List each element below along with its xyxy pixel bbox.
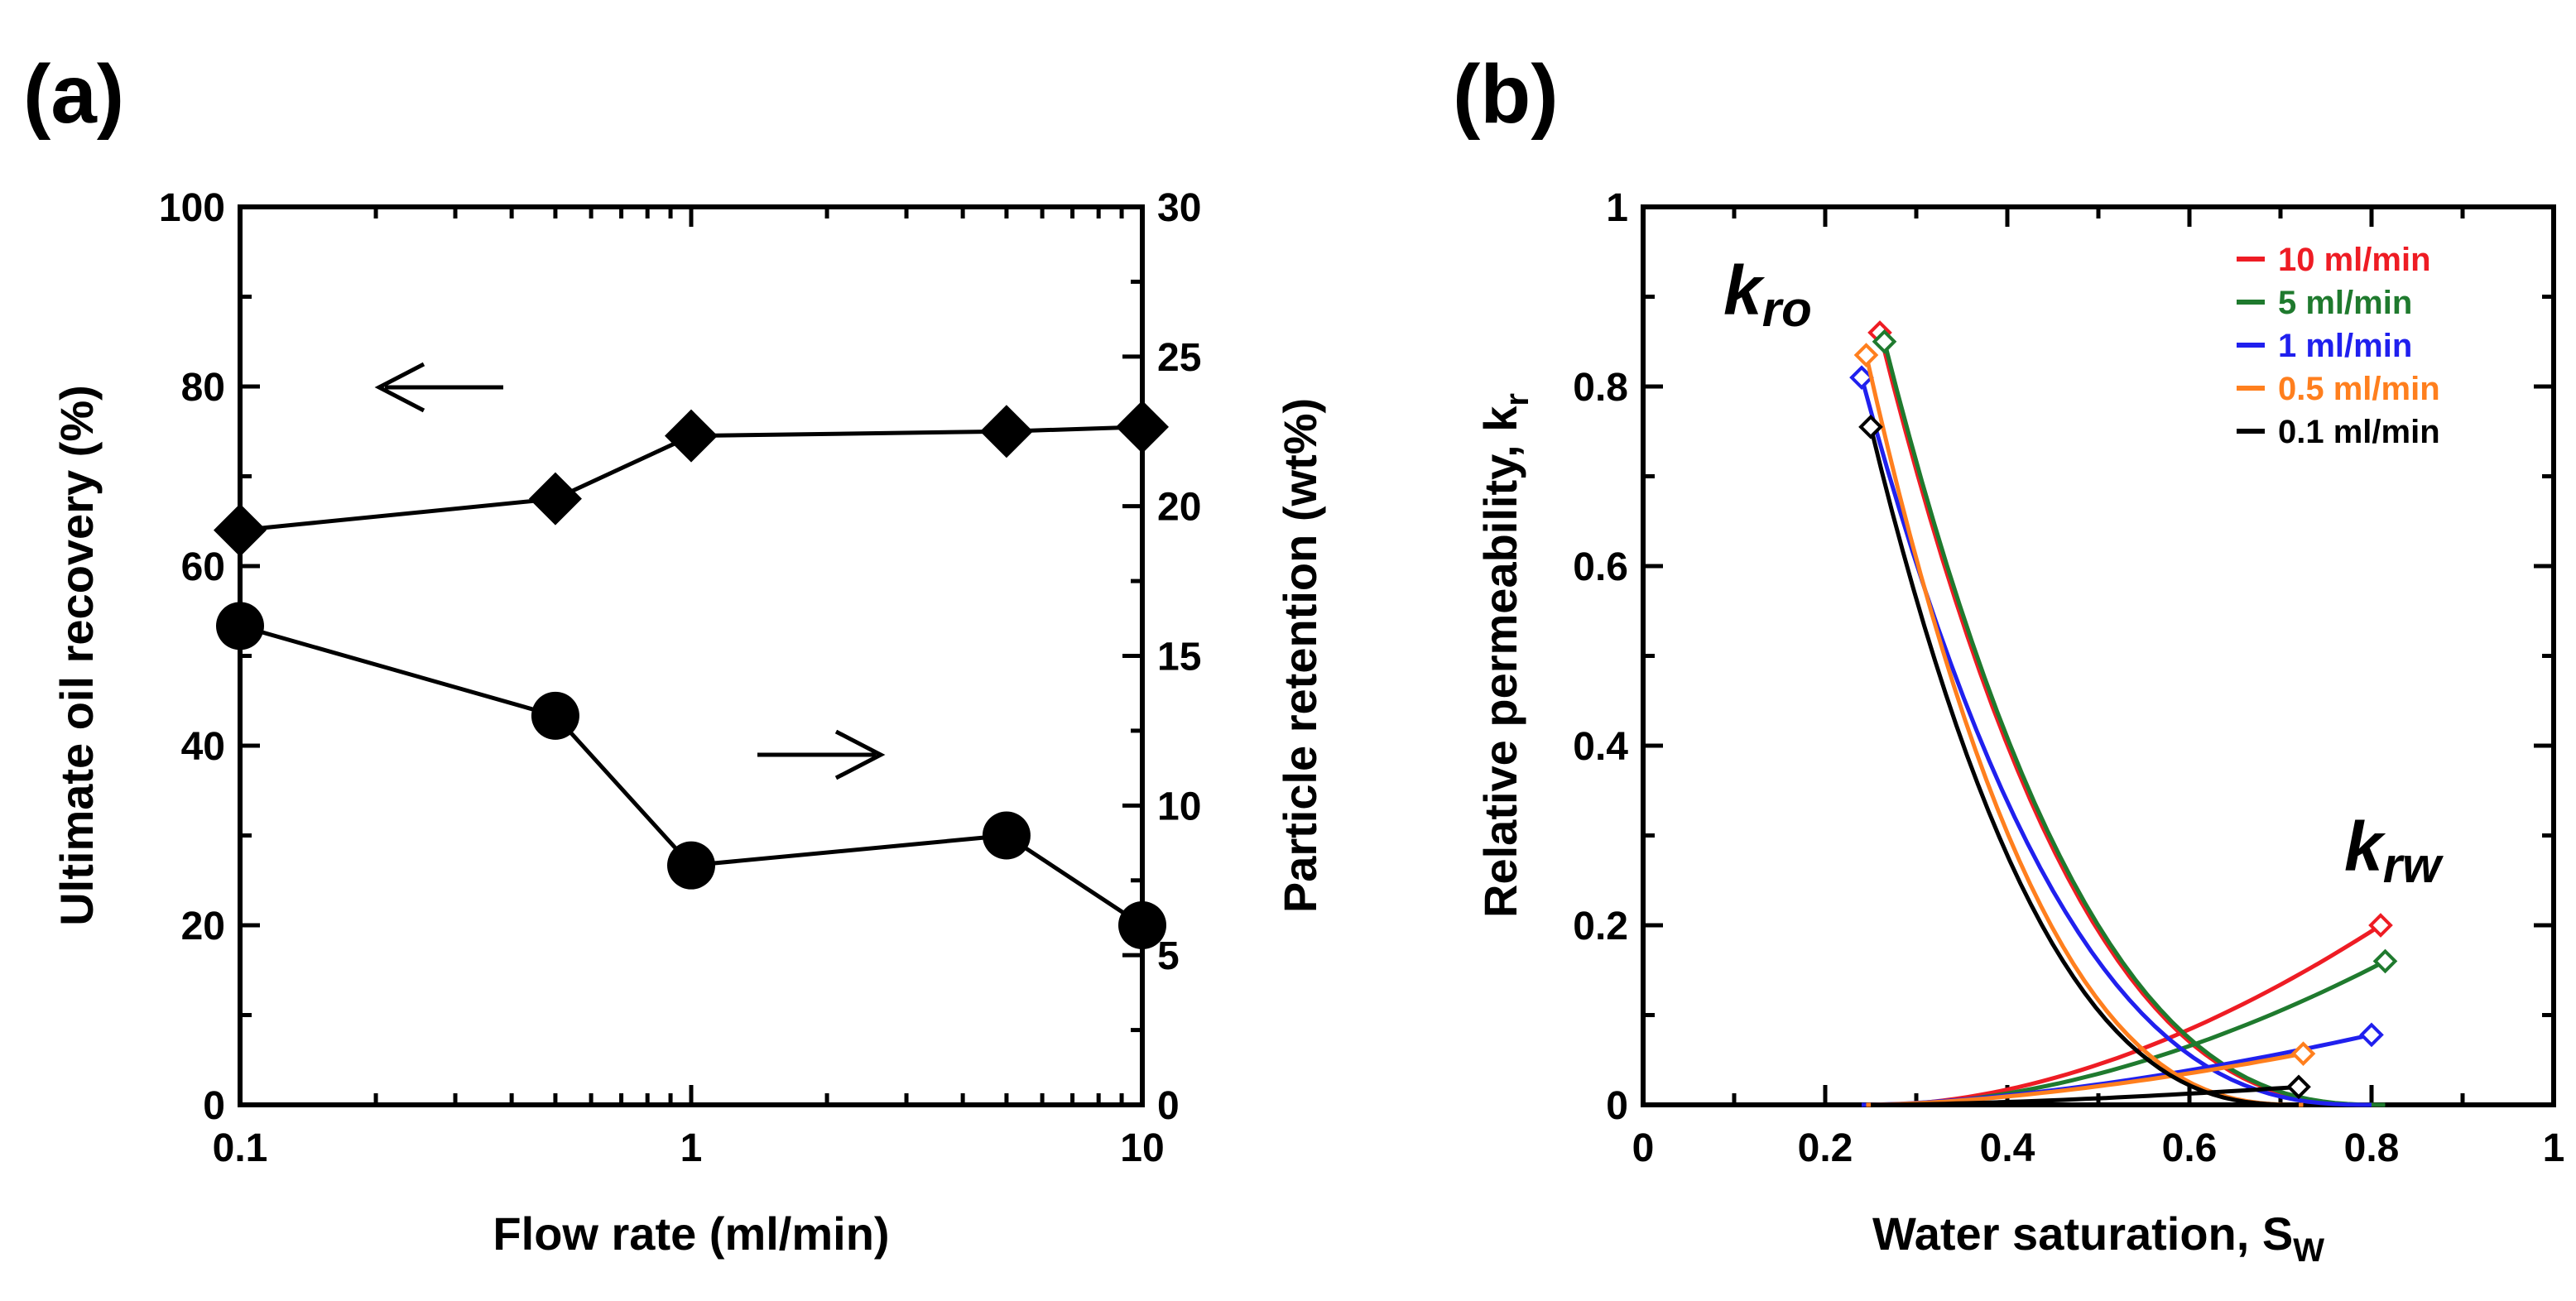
y-tick-label: 0.2 [1573, 905, 1628, 948]
y-tick-label-left: 40 [181, 725, 225, 769]
y-tick-label-left: 80 [181, 366, 225, 410]
diamond-marker [1116, 400, 1169, 454]
kro-line-2 [1859, 377, 2372, 1107]
x-tick-label: 10 [1120, 1126, 1164, 1170]
panel-b-plot-frame [1641, 204, 2556, 1107]
y-tick-label: 0.8 [1573, 366, 1628, 410]
panel-b: (b) 0 0.2 0.4 0.6 0.8 1 0 0.2 0.4 0.6 0.8 1 Water s… [1453, 48, 2564, 1269]
circle-marker [982, 811, 1031, 860]
y-tick-label-left: 20 [181, 905, 225, 948]
panel-a-right-y-axis-label: Particle retention (wt%) [1274, 398, 1326, 913]
right-arrow-icon [757, 729, 886, 780]
x-tick-label: 1 [680, 1126, 703, 1170]
panel-a-series [214, 400, 1169, 949]
panel-b-label: (b) [1453, 48, 1559, 141]
krw-endpoint-marker [2372, 948, 2398, 974]
diamond-marker [665, 409, 718, 463]
krw-annotation: krw [2344, 808, 2444, 893]
y-tick-label-left: 100 [159, 186, 225, 230]
krw-endpoint-marker [2368, 913, 2393, 938]
panel-a-left-y-axis-label: Ultimate oil recovery (%) [50, 385, 103, 926]
krw-endpoint-marker [2290, 1041, 2316, 1066]
diamond-marker [979, 405, 1033, 458]
kro-line-4 [1868, 426, 2300, 1107]
panel-a-x-axis-label: Flow rate (ml/min) [493, 1207, 889, 1260]
x-tick-label: 0.6 [2162, 1126, 2218, 1170]
krw-endpoint-marker [2359, 1022, 2384, 1048]
y-tick-label: 0.4 [1573, 725, 1628, 769]
x-tick-label: 0 [1632, 1126, 1655, 1170]
legend-label: 0.5 ml/min [2278, 371, 2440, 407]
y-tick-label-right: 10 [1157, 785, 1201, 828]
panel-b-series [1849, 320, 2398, 1107]
kro-endpoint-marker [1858, 414, 1883, 439]
circle-marker [531, 691, 579, 740]
circle-marker [216, 602, 264, 650]
y-tick-label: 0.6 [1573, 545, 1628, 589]
kro-line-1 [1882, 341, 2386, 1107]
panel-b-x-axis-label: Water saturation, SW [1872, 1207, 2324, 1269]
y-tick-label: 0 [1606, 1084, 1628, 1128]
y-tick-label: 1 [1606, 186, 1628, 230]
x-tick-label: 1 [2543, 1126, 2565, 1170]
circle-marker [1118, 901, 1166, 949]
panel-b-ticks: 0 0.2 0.4 0.6 0.8 1 0 0.2 0.4 0.6 0.8 1 [1573, 186, 2564, 1170]
krw-endpoint-marker [2286, 1074, 2311, 1100]
kro-endpoint-marker [1872, 329, 1897, 354]
x-tick-label: 0.2 [1798, 1126, 1853, 1170]
legend-label: 1 ml/min [2278, 328, 2412, 364]
diamond-marker [214, 503, 267, 557]
panel-b-legend: 10 ml/min 5 ml/min 1 ml/min 0.5 ml/min 0.1 m… [2237, 242, 2440, 450]
panel-b-y-axis-label: Relative permeability, kr [1474, 393, 1536, 918]
krw-line-4 [1870, 1084, 2300, 1107]
y-tick-label-left: 60 [181, 545, 225, 589]
kro-endpoint-marker [1853, 343, 1879, 367]
diamond-marker [528, 472, 582, 526]
legend-label: 5 ml/min [2278, 285, 2412, 321]
circle-marker [667, 841, 715, 890]
kro-annotation: kro [1723, 252, 1812, 337]
x-tick-label: 0.4 [1980, 1126, 2035, 1170]
y-tick-label-right: 25 [1157, 336, 1201, 380]
panel-a-plot-frame [238, 204, 1145, 1107]
y-tick-label-right: 20 [1157, 486, 1201, 530]
kro-endpoint-marker [1849, 365, 1874, 390]
y-tick-label-right: 0 [1157, 1084, 1180, 1128]
legend-label: 10 ml/min [2278, 242, 2431, 278]
legend-label: 0.1 ml/min [2278, 414, 2440, 450]
x-tick-label: 0.1 [213, 1126, 268, 1170]
y-tick-label-left: 0 [203, 1084, 225, 1128]
left-arrow-icon [374, 362, 503, 413]
x-tick-label: 0.8 [2344, 1126, 2400, 1170]
y-tick-label-right: 15 [1157, 636, 1201, 679]
y-tick-label-right: 5 [1157, 934, 1180, 978]
y-tick-label-right: 30 [1157, 186, 1201, 230]
panel-a-label: (a) [23, 48, 124, 141]
